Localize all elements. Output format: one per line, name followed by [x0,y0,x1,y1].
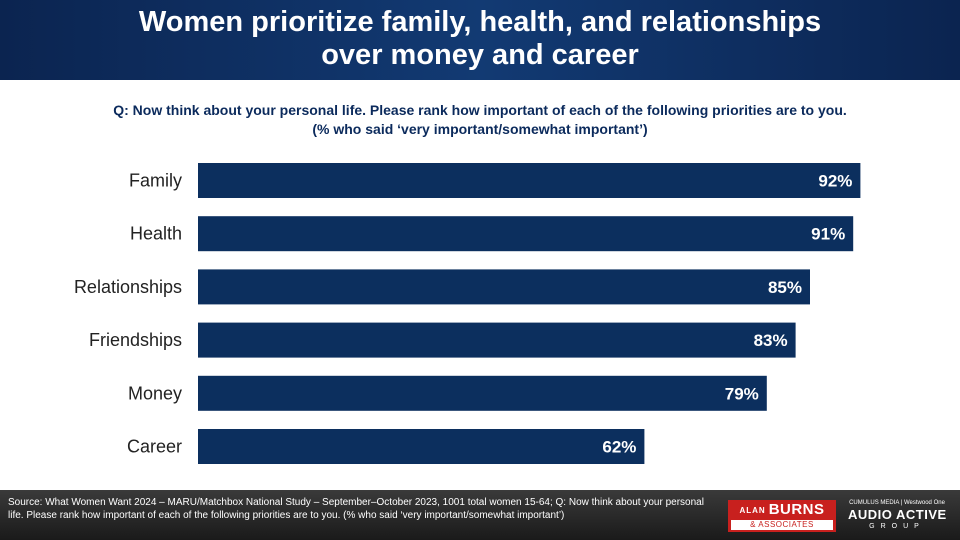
category-label-health: Health [130,224,182,244]
title-line-1: Women prioritize family, health, and rel… [138,6,822,38]
bar-relationships [198,269,810,305]
value-label-relationships: 85% [768,278,802,297]
bar-family [198,163,861,198]
category-label-relationships: Relationships [74,277,182,297]
value-label-family: 92% [818,172,852,191]
survey-question: Q: Now think about your personal life. P… [40,101,920,139]
question-line-1: Q: Now think about your personal life. P… [113,102,847,118]
logo-aag-partners: CUMULUS MEDIA | Westwood One [849,500,945,506]
value-label-career: 62% [602,438,636,457]
value-label-money: 79% [725,384,759,403]
title-line-2: over money and career [321,39,639,71]
value-label-health: 91% [811,225,845,244]
header-banner [0,0,960,80]
question-line-2: (% who said ‘very important/somewhat imp… [312,121,648,137]
bar-chart: Family 92% Health 91% Relationships 85% Friend… [74,163,861,464]
logo-burns-sub: & ASSOCIATES [731,519,833,530]
category-label-career: Career [127,437,182,457]
bar-money [198,375,767,411]
category-label-money: Money [128,383,182,403]
bar-career [198,429,645,464]
category-label-family: Family [129,171,182,191]
logo-burns-name: BURNS [768,501,825,518]
page-title: Women prioritize family, health, and rel… [0,6,960,72]
audio-active-group-logo: CUMULUS MEDIA | Westwood One AUDIO ACTIV… [848,499,946,531]
alan-burns-logo: ALAN BURNS & ASSOCIATES [728,500,836,532]
bar-health [198,216,854,252]
logo-aag-main: AUDIO ACTIVE [848,507,947,522]
logo-burns-small: ALAN [739,505,766,515]
footer: Source: What Women Want 2024 – MARU/Matc… [0,490,960,540]
bar-friendships [198,322,796,358]
value-label-friendships: 83% [754,331,788,350]
source-note: Source: What Women Want 2024 – MARU/Matc… [8,497,704,521]
logo-aag-group: GROUP [869,523,925,530]
category-label-friendships: Friendships [89,330,182,350]
